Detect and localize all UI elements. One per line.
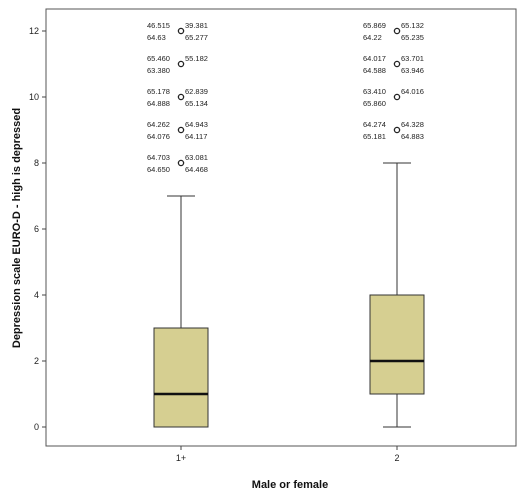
outlier-point (177, 159, 185, 167)
outlier-label: 64.117 (185, 132, 207, 141)
outlier-group: 64.703 63.081 64.650 64.468 64.262 64.943 64.0… (147, 21, 424, 174)
outlier-label: 64.650 (147, 165, 170, 174)
outlier-label: 39.381 (185, 21, 208, 30)
outlier-label: 64.63 (147, 33, 166, 42)
outlier-label: 64.328 (401, 120, 424, 129)
y-tick-label: 8 (34, 158, 39, 168)
y-tick-label: 10 (29, 92, 39, 102)
outlier-label: 64.943 (185, 120, 208, 129)
y-tick-label: 4 (34, 290, 39, 300)
outlier-point (393, 93, 401, 101)
y-axis-title: Depression scale EURO-D - high is depres… (11, 108, 23, 348)
outlier-label: 65.860 (363, 99, 386, 108)
outlier-label: 63.701 (401, 54, 424, 63)
outlier-label: 65.277 (185, 33, 208, 42)
outlier-label: 65.869 (363, 21, 386, 30)
outlier-label: 64.468 (185, 165, 208, 174)
outlier-point (393, 60, 401, 68)
outlier-label: 64.888 (147, 99, 170, 108)
outlier-label: 65.134 (185, 99, 208, 108)
y-tick-label: 0 (34, 422, 39, 432)
outlier-point (393, 126, 401, 134)
y-tick-label: 2 (34, 356, 39, 366)
outlier-label: 64.016 (401, 87, 424, 96)
y-tick-label: 6 (34, 224, 39, 234)
iqr-box (369, 294, 425, 395)
outlier-label: 64.017 (363, 54, 386, 63)
outlier-label: 64.703 (147, 153, 170, 162)
outlier-label: 65.132 (401, 21, 424, 30)
outlier-label: 64.22 (363, 33, 382, 42)
outlier-label: 63.081 (185, 153, 208, 162)
x-axis-title: Male or female (252, 479, 328, 491)
outlier-label: 64.262 (147, 120, 170, 129)
box-1 (153, 195, 209, 428)
outlier-label: 64.076 (147, 132, 170, 141)
y-axis: 0 2 4 6 8 10 12 (29, 26, 46, 432)
outlier-label: 63.410 (363, 87, 386, 96)
x-axis: 1+ 2 (176, 446, 400, 463)
outlier-point (177, 60, 185, 68)
iqr-box (153, 327, 209, 428)
outlier-label: 64.274 (363, 120, 386, 129)
outlier-point (177, 27, 185, 35)
outlier-label: 65.181 (363, 132, 386, 141)
outlier-label: 62.839 (185, 87, 208, 96)
plot-frame (45, 8, 517, 447)
outlier-label: 65.178 (147, 87, 170, 96)
outlier-label: 63.946 (401, 66, 424, 75)
outlier-label: 64.883 (401, 132, 424, 141)
outlier-label: 46.515 (147, 21, 170, 30)
outlier-point (177, 93, 185, 101)
outlier-label: 63.380 (147, 66, 170, 75)
x-tick-label: 2 (394, 453, 399, 463)
x-tick-label: 1+ (176, 453, 186, 463)
box-group (153, 162, 425, 428)
outlier-label: 64.588 (363, 66, 386, 75)
outlier-point (393, 27, 401, 35)
outlier-label: 65.235 (401, 33, 424, 42)
y-tick-label: 12 (29, 26, 39, 36)
outlier-label: 55.182 (185, 54, 208, 63)
outlier-label: 65.460 (147, 54, 170, 63)
box-2 (369, 162, 425, 428)
outlier-point (177, 126, 185, 134)
